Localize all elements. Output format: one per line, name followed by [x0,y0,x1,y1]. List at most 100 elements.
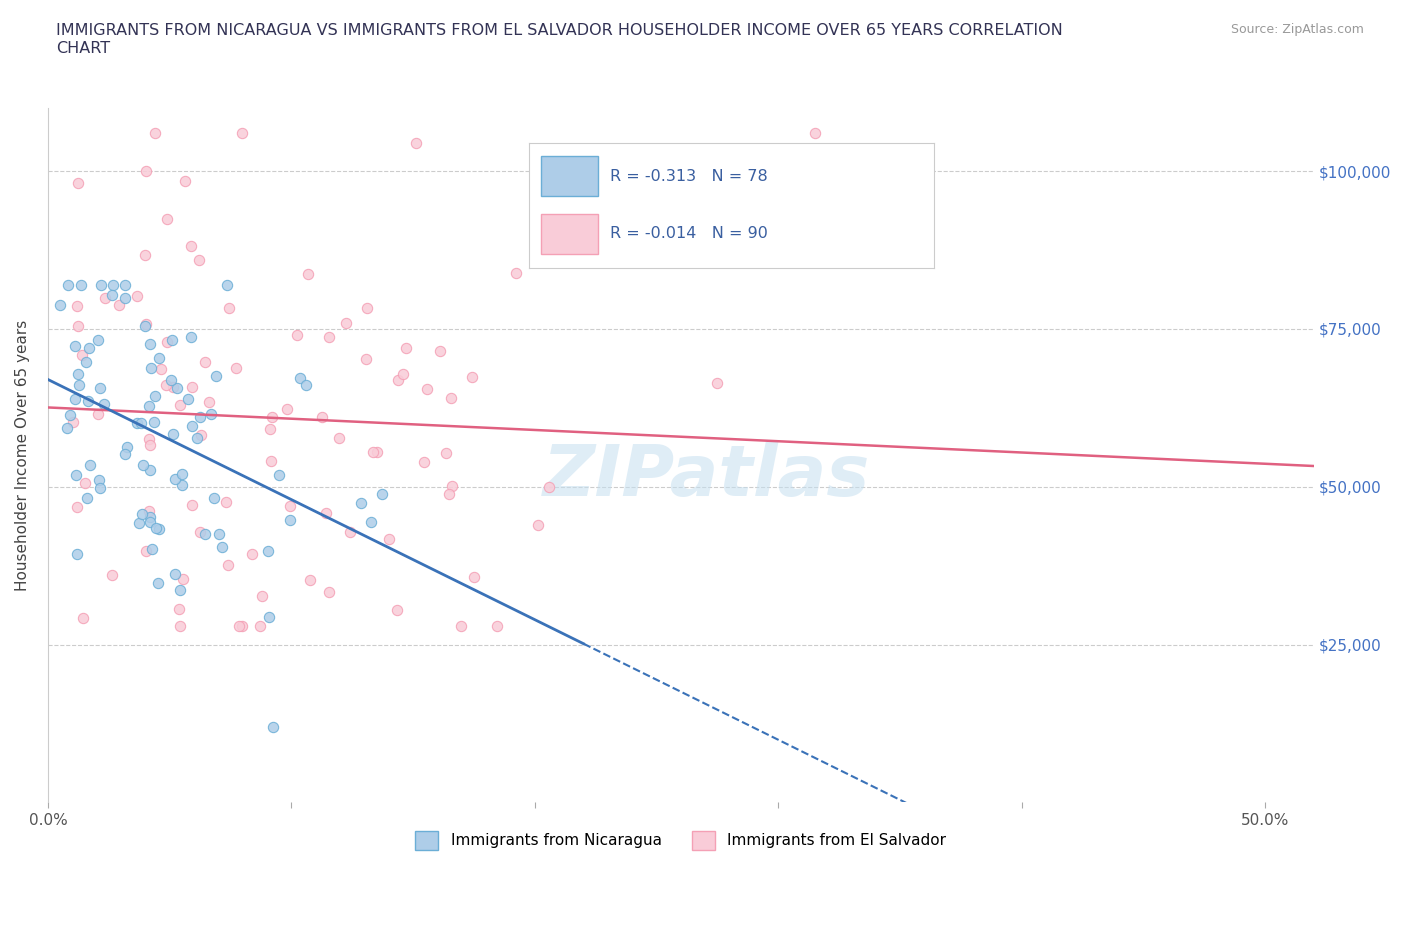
Point [67,366,90,381]
Point [257,543,280,558]
Point [65,339,87,354]
Point [205,368,228,383]
Point [278,512,301,527]
Point [72,611,94,626]
Point [434,445,457,460]
Point [77,394,100,409]
Point [138,337,160,352]
Point [148,351,170,365]
Point [217,277,239,292]
Point [66,547,89,562]
Point [163,472,186,486]
Point [65,392,87,406]
Point [115,440,138,455]
Point [173,173,195,188]
Point [439,486,461,501]
Point [257,610,280,625]
Point [262,719,284,734]
Point [56,277,79,292]
Point [89,380,111,395]
Point [160,332,183,347]
Point [101,277,124,292]
Point [135,316,157,331]
Point [318,585,340,600]
Point [70,347,93,362]
Point [165,566,187,581]
Point [65,468,87,483]
Point [169,397,191,412]
Point [169,618,191,633]
Point [315,506,337,521]
Point [276,402,298,417]
Point [172,478,194,493]
Point [440,391,463,405]
Point [135,544,157,559]
Point [328,431,350,445]
Point [395,340,418,355]
Point [128,516,150,531]
Point [62,415,84,430]
Point [295,378,318,392]
Point [259,421,281,436]
Point [405,136,427,151]
Point [450,618,472,633]
Point [463,570,485,585]
Point [228,618,250,633]
Point [188,525,211,539]
Point [505,266,527,281]
Point [190,428,212,443]
Point [804,126,827,140]
Point [537,480,560,495]
Point [172,572,194,587]
Text: ZIPatlas: ZIPatlas [543,442,870,511]
Point [169,602,191,617]
Point [231,618,253,633]
Point [162,427,184,442]
Point [159,373,181,388]
Point [249,618,271,633]
Point [177,392,200,407]
Point [73,475,96,490]
Point [278,498,301,513]
Point [356,301,378,316]
Point [180,238,202,253]
Point [202,490,225,505]
Text: Source: ZipAtlas.com: Source: ZipAtlas.com [1230,23,1364,36]
Point [138,432,160,446]
Point [48,298,70,312]
Point [297,267,319,282]
Point [138,503,160,518]
Point [181,418,204,433]
Point [169,582,191,597]
Point [441,478,464,493]
Point [366,445,388,459]
Point [416,381,439,396]
Y-axis label: Householder Income Over 65 years: Householder Income Over 65 years [15,320,30,591]
Point [181,498,204,512]
Point [87,406,110,421]
Point [260,453,283,468]
Point [146,576,169,591]
Point [166,380,188,395]
Point [67,378,90,392]
Legend: Immigrants from Nicaragua, Immigrants from El Salvador: Immigrants from Nicaragua, Immigrants fr… [408,823,953,857]
Point [391,366,413,381]
Point [139,510,162,525]
Point [150,362,173,377]
Point [93,290,115,305]
Point [285,327,308,342]
Point [79,458,101,472]
Point [162,379,184,394]
Point [250,589,273,604]
Point [385,603,408,618]
Point [215,495,238,510]
Point [460,370,482,385]
Point [155,377,177,392]
Point [155,211,177,226]
Point [180,379,202,394]
Point [58,408,80,423]
Point [371,486,394,501]
Point [412,455,434,470]
Point [335,315,357,330]
Point [156,334,179,349]
